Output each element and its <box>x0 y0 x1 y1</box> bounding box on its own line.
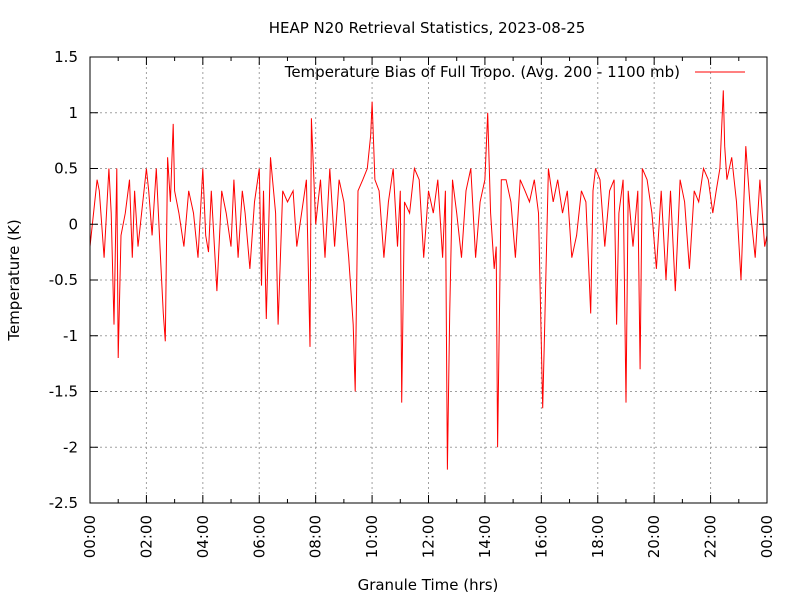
series-line <box>89 90 768 470</box>
y-tick-label: -2.5 <box>49 494 78 512</box>
x-tick-label: 14:00 <box>476 515 494 558</box>
x-tick-label: 12:00 <box>420 515 438 558</box>
y-tick-label: -2 <box>63 438 78 456</box>
y-tick-label: 1.5 <box>54 48 78 66</box>
y-tick-label: 0.5 <box>54 160 78 178</box>
x-tick-label: 10:00 <box>363 515 381 558</box>
y-axis-title: Temperature (K) <box>5 219 23 341</box>
y-tick-label: -1.5 <box>49 383 78 401</box>
legend-label: Temperature Bias of Full Tropo. (Avg. 20… <box>284 63 680 81</box>
x-tick-label: 06:00 <box>250 515 268 558</box>
x-axis-title: Granule Time (hrs) <box>358 576 499 594</box>
x-tick-label: 18:00 <box>589 515 607 558</box>
grid-lines <box>90 57 767 503</box>
x-tick-label: 00:00 <box>81 515 99 558</box>
x-tick-label: 00:00 <box>758 515 776 558</box>
x-tick-label: 08:00 <box>307 515 325 558</box>
x-tick-label: 04:00 <box>194 515 212 558</box>
y-tick-label: -0.5 <box>49 271 78 289</box>
y-tick-label: 0 <box>68 215 78 233</box>
y-tick-label: 1 <box>68 104 78 122</box>
legend: Temperature Bias of Full Tropo. (Avg. 20… <box>284 63 745 81</box>
axis-ticks: -2.5 -2 -1.5 -1 -0.5 0 0.5 1 1.5 00:00 02:00 04:00 0… <box>49 48 776 558</box>
x-tick-label: 22:00 <box>702 515 720 558</box>
y-tick-label: -1 <box>63 327 78 345</box>
chart-title: HEAP N20 Retrieval Statistics, 2023-08-2… <box>269 19 586 37</box>
x-tick-label: 16:00 <box>532 515 550 558</box>
x-tick-label: 20:00 <box>645 515 663 558</box>
x-tick-label: 02:00 <box>137 515 155 558</box>
data-series-group <box>89 90 768 470</box>
